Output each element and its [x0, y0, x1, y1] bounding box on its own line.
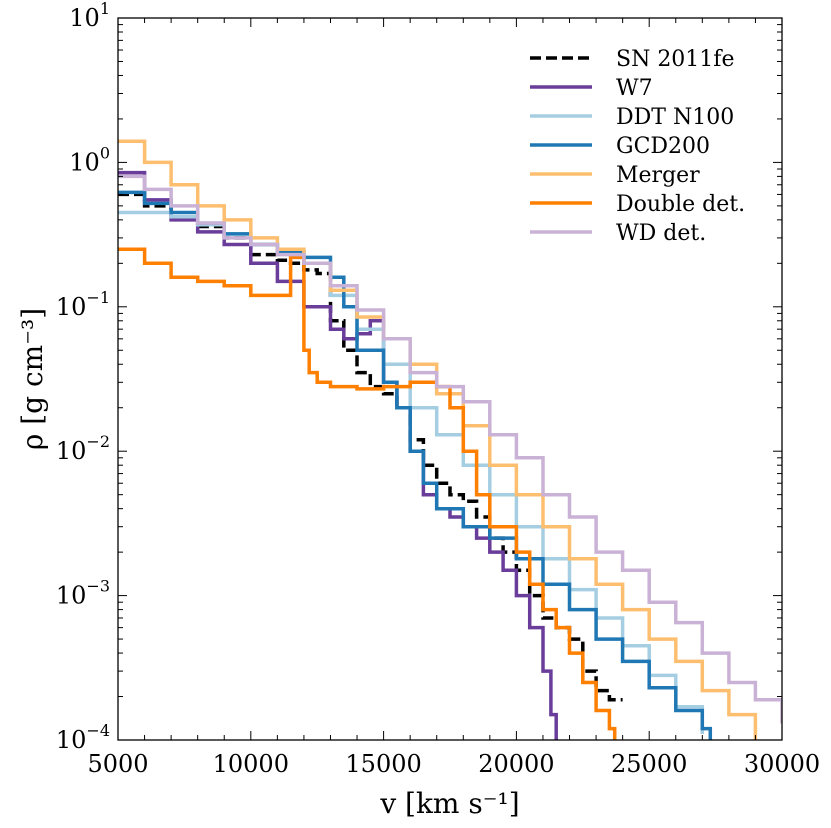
- series-line-5: [118, 247, 617, 740]
- x-axis: 5000 10000 15000 20000 25000 30000: [87, 18, 820, 778]
- series-layer: [118, 139, 782, 740]
- y-tick-label: 10−2: [56, 432, 110, 465]
- legend-label: Merger: [616, 163, 700, 188]
- series-line-6: [118, 174, 782, 724]
- x-tick-label: 30000: [744, 750, 820, 778]
- x-tick-label: 20000: [478, 750, 554, 778]
- legend-label: SN 2011fe: [616, 47, 734, 72]
- y-tick-label: 10−3: [56, 577, 110, 610]
- legend-label: WD det.: [616, 221, 706, 246]
- y-axis-label: ρ [g cm⁻³]: [16, 308, 49, 450]
- legend: SN 2011fe W7 DDT N100 GCD200 Merger Double de…: [530, 47, 745, 246]
- x-tick-label: 15000: [345, 750, 421, 778]
- x-axis-label: v [km s⁻¹]: [379, 787, 519, 820]
- legend-label: Double det.: [616, 192, 745, 217]
- legend-label: W7: [616, 76, 653, 101]
- series-line-4: [118, 139, 758, 740]
- x-tick-label: 10000: [213, 750, 289, 778]
- plot-frame: [117, 17, 783, 741]
- x-tick-label: 25000: [611, 750, 687, 778]
- y-tick-label: 10−1: [56, 288, 110, 321]
- y-tick-label: 101: [69, 0, 110, 32]
- y-tick-label: 100: [69, 143, 110, 176]
- legend-label: GCD200: [616, 134, 710, 159]
- series-line-0: [118, 192, 623, 702]
- legend-label: DDT N100: [616, 105, 734, 130]
- series-line-2: [118, 210, 705, 734]
- series-line-3: [118, 190, 713, 740]
- x-tick-label: 5000: [87, 750, 148, 778]
